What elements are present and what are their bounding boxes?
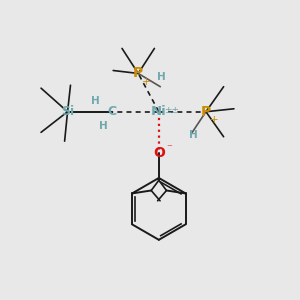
Text: P: P xyxy=(201,105,211,119)
Text: ±±: ±± xyxy=(164,106,179,115)
Text: ⁻: ⁻ xyxy=(166,143,172,154)
Text: +: + xyxy=(210,115,218,125)
Text: C: C xyxy=(107,105,116,118)
Text: O: O xyxy=(153,146,165,160)
Text: Ni: Ni xyxy=(151,105,167,118)
Text: H: H xyxy=(157,72,166,82)
Text: P: P xyxy=(133,66,143,80)
Text: H: H xyxy=(91,96,100,106)
Text: H: H xyxy=(189,130,198,140)
Text: Si: Si xyxy=(61,105,74,118)
Text: +: + xyxy=(142,77,151,87)
Text: H: H xyxy=(99,121,108,131)
